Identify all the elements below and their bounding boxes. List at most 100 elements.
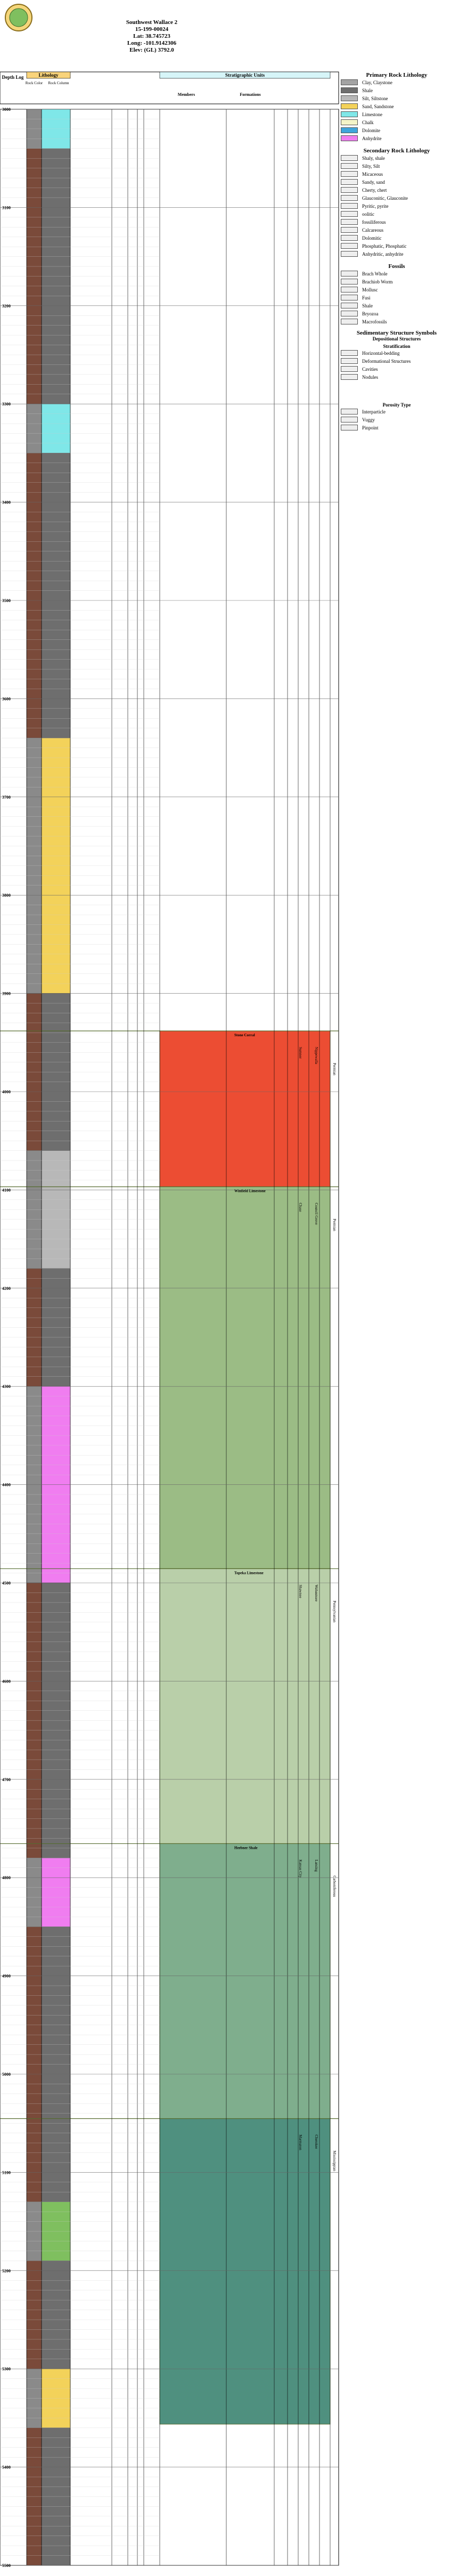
secondary-legend-item: oolitic bbox=[341, 210, 453, 218]
legend-label: Pinpoint bbox=[362, 425, 379, 430]
secondary-legend-item: Micaceous bbox=[341, 170, 453, 178]
legend-label: oolitic bbox=[362, 211, 374, 217]
rock-color-interval bbox=[26, 1858, 42, 1927]
fossil-legend-item: Fusi bbox=[341, 294, 453, 302]
legend-symbol bbox=[341, 319, 358, 324]
formation-label: Shawnee bbox=[298, 1584, 302, 1598]
legend-label: Dolomitic bbox=[362, 235, 382, 241]
fossil-legend-item: Mollusc bbox=[341, 286, 453, 294]
legend-symbol bbox=[341, 279, 358, 285]
legend-symbol bbox=[341, 366, 358, 372]
secondary-legend-item: Sandy, sand bbox=[341, 178, 453, 186]
lithology-label: Anhydrite bbox=[362, 135, 382, 141]
depth-label: 3900 bbox=[2, 992, 11, 996]
lithology-swatch bbox=[341, 79, 358, 85]
legend-label: Cavities bbox=[362, 366, 378, 372]
well-elev: Elev: (GL) 3792.0 bbox=[129, 47, 174, 53]
rock-color-interval bbox=[26, 2261, 42, 2369]
strat-header-label: Stratigraphic Units bbox=[225, 72, 265, 78]
primary-legend-item: Chalk bbox=[341, 118, 453, 126]
legend-label: Pyritic, pyrite bbox=[362, 203, 389, 209]
rock-color-interval bbox=[26, 453, 42, 738]
member-label: Heebner Shale bbox=[234, 1846, 258, 1850]
porosity-title: Porosity Type bbox=[382, 402, 411, 408]
formation-label: Kansas City bbox=[298, 1859, 302, 1878]
strat-header bbox=[159, 71, 331, 79]
secondary-legend-item: fossiliferous bbox=[341, 218, 453, 226]
legend-symbol bbox=[341, 163, 358, 169]
legend-label: Horizontal-bedding bbox=[362, 350, 400, 356]
group-label: Nippewalla bbox=[314, 1047, 318, 1064]
system-label: Pennsylvanian bbox=[332, 1600, 337, 1622]
primary-legend-item: Anhydrite bbox=[341, 134, 453, 142]
legend-label: Glauconitic, Glauconite bbox=[362, 195, 408, 201]
strat-unit-block bbox=[159, 1843, 331, 2119]
formation-label: Sumner bbox=[298, 1047, 302, 1059]
depth-label: 4000 bbox=[2, 1090, 11, 1094]
porosity-legend-item: Interparticle bbox=[341, 408, 453, 416]
legend-symbol bbox=[341, 251, 358, 257]
legend-symbol bbox=[341, 211, 358, 217]
legend-symbol bbox=[341, 187, 358, 193]
lithology-legend: Primary Rock Lithology Clay, Claystone Sh… bbox=[341, 72, 453, 432]
group-label: Cherokee bbox=[314, 2135, 318, 2149]
stratification-legend-list: Horizontal-bedding Deformational Structur… bbox=[341, 349, 453, 381]
fossil-legend-item: Bryozoa bbox=[341, 310, 453, 318]
depth-label: 4800 bbox=[2, 1875, 11, 1880]
lithology-swatch bbox=[341, 127, 358, 133]
legend-label: Macrofossils bbox=[362, 319, 387, 324]
legend-symbol bbox=[341, 350, 358, 356]
lithology-swatch bbox=[341, 119, 358, 125]
legend-symbol bbox=[341, 409, 358, 415]
rock-column-interval bbox=[41, 403, 71, 453]
depth-label: 3600 bbox=[2, 696, 11, 701]
member-label: Winfield Limestone bbox=[234, 1189, 266, 1193]
primary-legend-item: Limestone bbox=[341, 110, 453, 118]
strat-unit-block bbox=[159, 1186, 331, 1569]
group-label: Wabaunsee bbox=[314, 1584, 318, 1602]
legend-symbol bbox=[341, 219, 358, 225]
legend-symbol bbox=[341, 155, 358, 161]
secondary-legend-item: Dolomitic bbox=[341, 234, 453, 242]
rock-column-interval bbox=[41, 2261, 71, 2369]
primary-legend-item: Clay, Claystone bbox=[341, 78, 453, 86]
legend-symbol bbox=[341, 271, 358, 277]
depth-label: 4500 bbox=[2, 1581, 11, 1586]
lithology-swatch bbox=[341, 95, 358, 101]
lithology-header bbox=[26, 71, 71, 79]
system-label: Permian bbox=[332, 1218, 337, 1231]
legend-label: Shaly, shale bbox=[362, 155, 385, 161]
well-long: Long: -101.9142306 bbox=[127, 40, 177, 46]
strat-unit-block bbox=[159, 1030, 331, 1187]
well-title: Southwest Wallace 2 bbox=[126, 19, 178, 26]
legend-label: Phosphatic, Phosphatic bbox=[362, 243, 407, 249]
legend-label: Micaceous bbox=[362, 171, 383, 177]
legend-label: Bryozoa bbox=[362, 311, 379, 316]
depth-label: 4600 bbox=[2, 1679, 11, 1684]
legend-symbol bbox=[341, 227, 358, 233]
depth-label: 5000 bbox=[2, 2072, 11, 2077]
system-label: Mississippian bbox=[332, 2151, 337, 2172]
legend-symbol bbox=[341, 295, 358, 300]
legend-label: Anhydritic, anhydrite bbox=[362, 251, 404, 257]
depth-label: 4700 bbox=[2, 1777, 11, 1782]
rock-color-header: Rock Color bbox=[26, 81, 43, 85]
legend-label: Mollusc bbox=[362, 287, 378, 292]
depth-log-header: Depth Log bbox=[2, 75, 24, 80]
legend-symbol bbox=[341, 179, 358, 185]
secondary-legend-item: Anhydritic, anhydrite bbox=[341, 250, 453, 258]
legend-label: Vuggy bbox=[362, 417, 375, 422]
strat-unit-block bbox=[159, 1568, 331, 1844]
depth-label: 3500 bbox=[2, 598, 11, 603]
legend-symbol bbox=[341, 235, 358, 241]
legend-symbol bbox=[341, 243, 358, 249]
system-label: Permian bbox=[332, 1063, 337, 1076]
group-label: Lansing bbox=[314, 1859, 318, 1872]
depth-label: 5400 bbox=[2, 2465, 11, 2470]
lithology-swatch bbox=[341, 87, 358, 93]
primary-legend-list: Clay, Claystone Shale Silt, Siltstone Sand,… bbox=[341, 78, 453, 142]
legend-symbol bbox=[341, 417, 358, 422]
secondary-legend-item: Glauconitic, Glauconite bbox=[341, 194, 453, 202]
secondary-legend-item: Shaly, shale bbox=[341, 154, 453, 162]
